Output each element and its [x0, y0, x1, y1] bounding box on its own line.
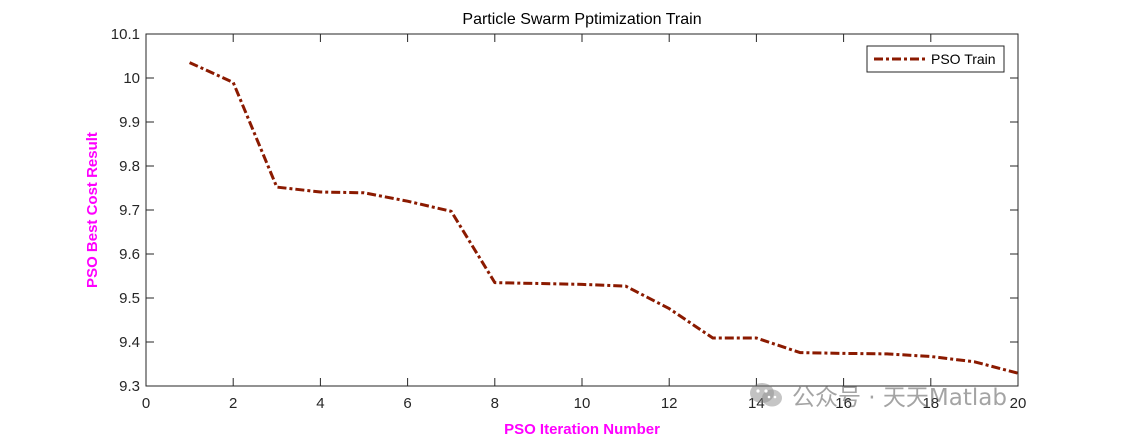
y-tick-label: 9.8: [119, 158, 140, 175]
x-tick-label: 18: [922, 395, 939, 412]
x-tick-label: 6: [403, 395, 411, 412]
legend-box: [866, 45, 1005, 73]
x-tick-label: 14: [748, 395, 765, 412]
legend: PSO Train: [866, 45, 1005, 73]
y-tick-label: 9.3: [119, 378, 140, 395]
x-tick-label: 0: [142, 395, 150, 412]
x-tick-label: 8: [491, 395, 499, 412]
series-layer: [188, 61, 1019, 375]
chart-title: Particle Swarm Pptimization Train: [462, 11, 701, 28]
x-tick-label: 2: [229, 395, 237, 412]
x-tick-label: 20: [1010, 395, 1027, 412]
x-tick-label: 12: [661, 395, 678, 412]
x-tick-label: 10: [574, 395, 591, 412]
y-tick-labels: 9.3 9.4 9.5 9.6 9.7 9.8 9.9 10 10.1: [111, 26, 140, 395]
y-tick-label: 9.9: [119, 114, 140, 131]
legend-label: PSO Train: [931, 51, 996, 67]
x-tick-label: 4: [316, 395, 324, 412]
y-tick-label: 9.6: [119, 246, 140, 263]
y-tick-label: 10.1: [111, 26, 140, 43]
y-axis-label: PSO Best Cost Result: [84, 132, 101, 288]
x-tick-label: 16: [835, 395, 852, 412]
x-axis-label: PSO Iteration Number: [504, 421, 660, 438]
x-tick-labels: 0 2 4 6 8 10 12 14 16 18 20: [142, 395, 1027, 412]
y-tick-label: 9.7: [119, 202, 140, 219]
plot-frame: [145, 33, 1019, 387]
y-tick-label: 10: [123, 70, 140, 87]
plot-area: [146, 34, 1018, 386]
y-tick-label: 9.5: [119, 290, 140, 307]
y-tick-label: 9.4: [119, 334, 140, 351]
series-line-pso-train: [188, 61, 1019, 375]
